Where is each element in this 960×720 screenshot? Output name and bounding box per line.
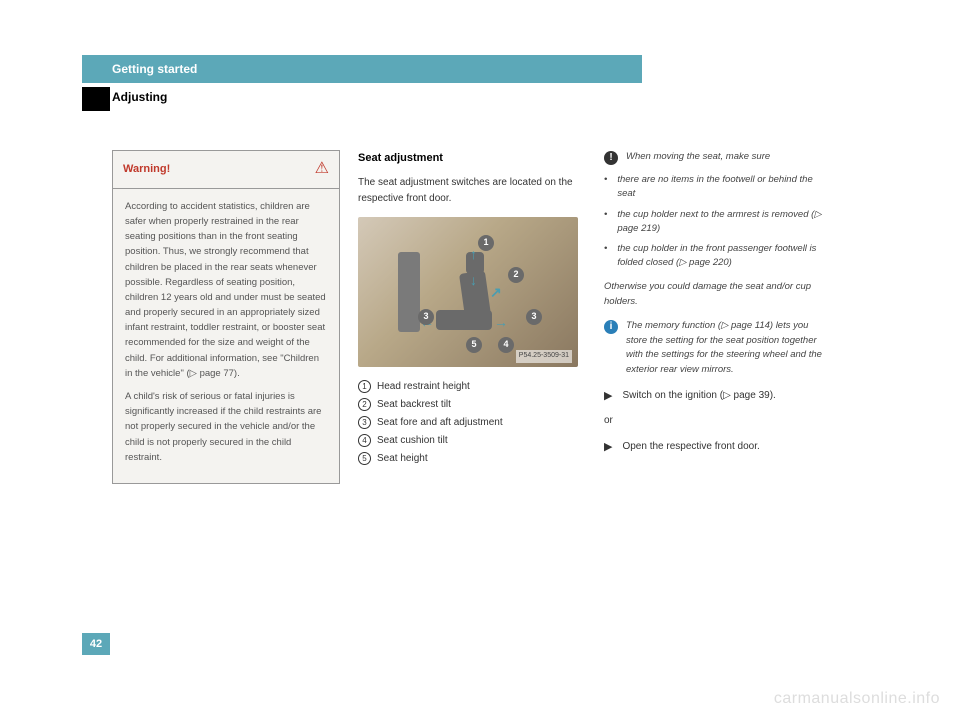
callout-1: 1 — [478, 235, 494, 251]
legend-item-1: 1 Head restraint height — [358, 379, 586, 394]
section-title: Adjusting — [112, 90, 167, 104]
figure-id: P54.25-3509-31 — [516, 350, 572, 363]
memory-buttons-graphic — [398, 252, 420, 332]
caution-bullet-3: the cup holder in the front passenger fo… — [604, 242, 832, 271]
column-seat: Seat adjustment The seat adjustment swit… — [358, 150, 586, 484]
warning-triangle-icon: ⚠ — [315, 157, 329, 182]
legend-text-1: Head restraint height — [377, 379, 470, 394]
cushion-shape — [436, 310, 492, 330]
legend-num-4: 4 — [358, 434, 371, 447]
legend-text-4: Seat cushion tilt — [377, 433, 448, 448]
legend-item-5: 5 Seat height — [358, 451, 586, 466]
watermark: carmanualsonline.info — [774, 690, 940, 708]
caution-bullets: there are no items in the footwell or be… — [604, 173, 832, 271]
warning-box: Warning! ⚠ According to accident statist… — [112, 150, 340, 484]
legend-num-1: 1 — [358, 380, 371, 393]
warning-para-2: A child's risk of serious or fatal injur… — [125, 389, 327, 465]
callout-3b: 3 — [526, 309, 542, 325]
section-tab — [82, 87, 110, 111]
action-2: ▶Open the respective front door. — [604, 439, 832, 457]
or-text: or — [604, 413, 832, 429]
exclamation-icon: ! — [604, 151, 618, 165]
callout-2: 2 — [508, 267, 524, 283]
arrow-down-icon: ↓ — [470, 270, 477, 292]
chapter-title: Getting started — [112, 62, 197, 76]
action-arrow-icon: ▶ — [604, 439, 612, 457]
caution-note: ! When moving the seat, make sure — [604, 150, 832, 165]
legend-item-4: 4 Seat cushion tilt — [358, 433, 586, 448]
column-warning: Warning! ⚠ According to accident statist… — [112, 150, 340, 484]
callout-5: 5 — [466, 337, 482, 353]
chapter-header: Getting started — [82, 55, 642, 83]
legend-item-3: 3 Seat fore and aft adjustment — [358, 415, 586, 430]
action-arrow-icon: ▶ — [604, 388, 612, 406]
legend-list: 1 Head restraint height 2 Seat backrest ti… — [358, 379, 586, 466]
warning-para-1: According to accident statistics, childr… — [125, 199, 327, 381]
arrow-right-icon: → — [494, 312, 508, 334]
info-note: i The memory function (▷ page 114) lets … — [604, 319, 832, 378]
warning-title: Warning! — [123, 161, 170, 178]
action-list-2: ▶Open the respective front door. — [604, 439, 832, 457]
caution-lead: When moving the seat, make sure — [626, 150, 770, 165]
seat-figure: ↑ ↓ ↗ ← → 1 2 3 3 4 5 P54.25-3509-31 — [358, 217, 578, 367]
legend-text-2: Seat backrest tilt — [377, 397, 451, 412]
action-1: ▶Switch on the ignition (▷ page 39). — [604, 388, 832, 406]
legend-text-5: Seat height — [377, 451, 428, 466]
arrow-tilt-icon: ↗ — [490, 282, 502, 304]
info-icon: i — [604, 320, 618, 334]
seat-intro: The seat adjustment switches are located… — [358, 175, 586, 207]
content-columns: Warning! ⚠ According to accident statist… — [112, 150, 832, 484]
legend-num-3: 3 — [358, 416, 371, 429]
warning-body: According to accident statistics, childr… — [113, 189, 339, 483]
callout-4: 4 — [498, 337, 514, 353]
legend-text-3: Seat fore and aft adjustment — [377, 415, 503, 430]
caution-tail: Otherwise you could damage the seat and/… — [604, 279, 832, 309]
callout-3a: 3 — [418, 309, 434, 325]
info-text: The memory function (▷ page 114) lets yo… — [626, 319, 832, 378]
legend-num-5: 5 — [358, 452, 371, 465]
arrow-up-icon: ↑ — [470, 244, 477, 266]
column-notes: ! When moving the seat, make sure there … — [604, 150, 832, 484]
legend-item-2: 2 Seat backrest tilt — [358, 397, 586, 412]
legend-num-2: 2 — [358, 398, 371, 411]
seat-title: Seat adjustment — [358, 150, 586, 167]
action-list: ▶Switch on the ignition (▷ page 39). — [604, 388, 832, 406]
caution-bullet-2: the cup holder next to the armrest is re… — [604, 208, 832, 237]
page-number: 42 — [82, 633, 110, 655]
seat-control-graphic: ↑ ↓ ↗ ← → — [428, 252, 528, 342]
warning-header: Warning! ⚠ — [113, 151, 339, 189]
caution-bullet-1: there are no items in the footwell or be… — [604, 173, 832, 202]
